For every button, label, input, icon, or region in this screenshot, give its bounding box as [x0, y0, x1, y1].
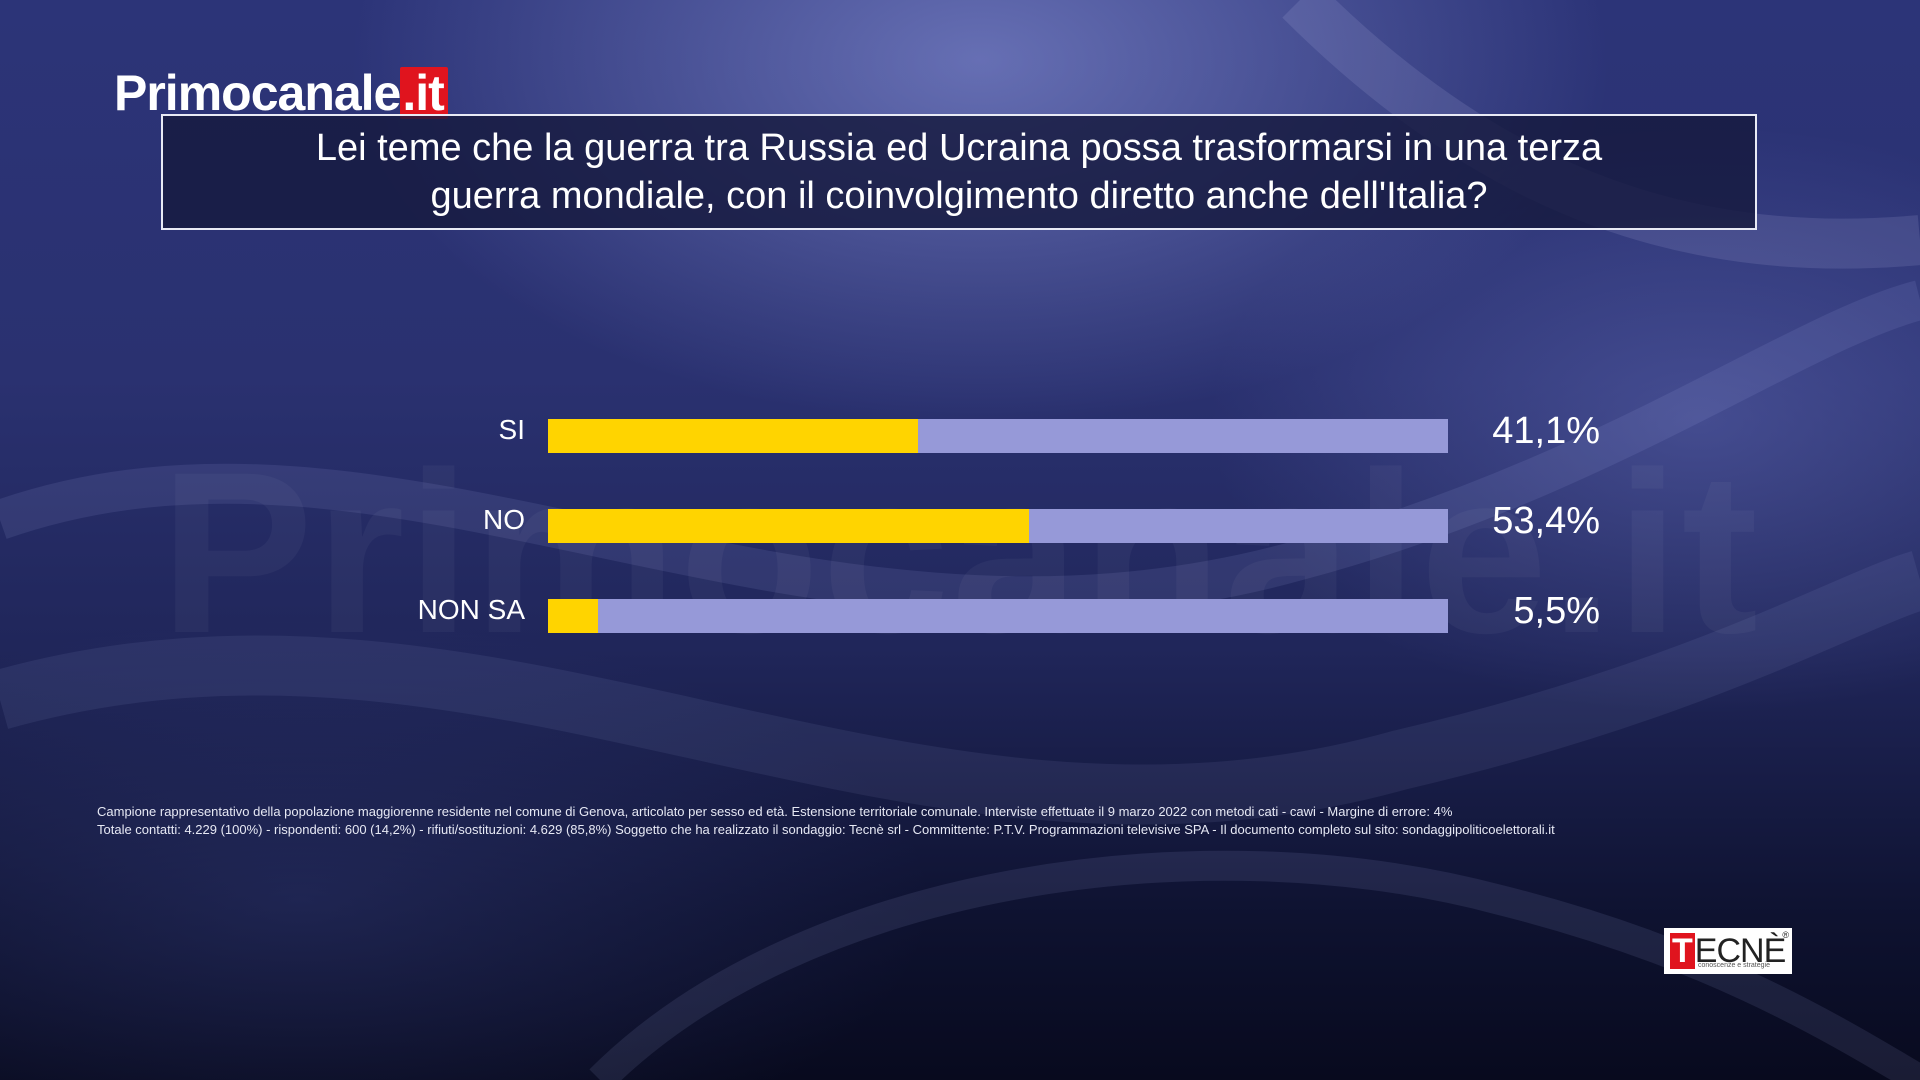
bar-track: [548, 419, 1448, 453]
bar: [548, 509, 1029, 543]
bar: [548, 599, 598, 633]
value-label: 53,4%: [1492, 500, 1600, 542]
question-box: Lei teme che la guerra tra Russia ed Ucr…: [161, 114, 1757, 230]
category-label: NO: [483, 504, 525, 535]
question-text: Lei teme che la guerra tra Russia ed Ucr…: [315, 127, 1603, 217]
bar-row: NON SA 5,5%: [0, 586, 1920, 646]
bar-track: [548, 509, 1448, 543]
category-label: NON SA: [417, 594, 525, 625]
logo-tld: .it: [400, 67, 448, 119]
footnote-line-1: Campione rappresentativo della popolazio…: [97, 804, 1453, 819]
primocanale-logo: Primocanale.it: [114, 64, 448, 122]
category-label: SI: [498, 414, 525, 445]
methodology-footnote: Campione rappresentativo della popolazio…: [97, 803, 1817, 839]
tecne-logo-tagline: conoscenze e strategie: [1698, 962, 1770, 969]
bar-row: SI 41,1%: [0, 406, 1920, 466]
footnote-line-2: Totale contatti: 4.229 (100%) - risponde…: [97, 822, 1555, 837]
bar-row: NO 53,4%: [0, 496, 1920, 556]
logo-name: Primocanale: [114, 65, 401, 121]
bar-track: [548, 599, 1448, 633]
tecne-logo-name: ECNÈ: [1694, 932, 1786, 970]
brand-watermark: Primocanale.it: [130, 420, 1790, 685]
tecne-logo-registered: ®: [1782, 930, 1789, 940]
bar: [548, 419, 918, 453]
tecne-logo: T ECNÈ conoscenze e strategie ®: [1664, 928, 1792, 974]
tecne-logo-letter: T: [1670, 932, 1695, 970]
value-label: 5,5%: [1513, 590, 1600, 632]
value-label: 41,1%: [1492, 410, 1600, 452]
